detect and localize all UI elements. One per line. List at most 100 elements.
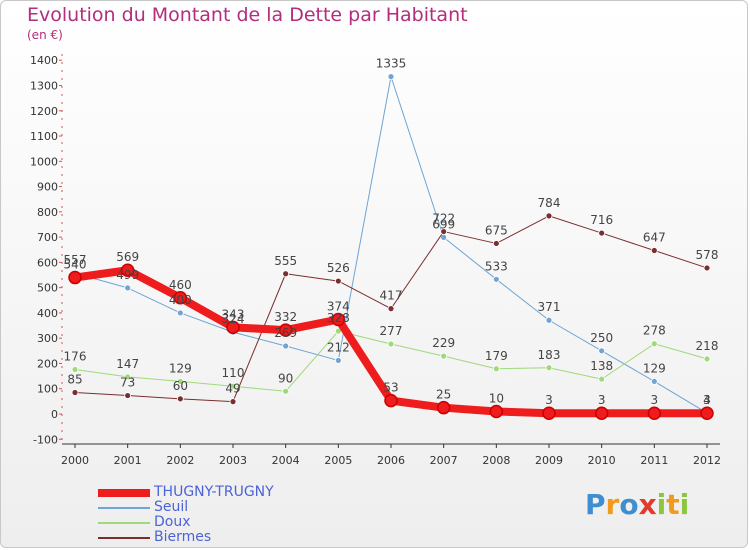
data-label-biermes: 555 xyxy=(274,254,297,268)
data-point-seuil xyxy=(387,73,395,81)
data-point-thugny-trugny xyxy=(489,404,504,419)
legend-swatch xyxy=(98,522,150,524)
data-label-thugny-trugny: 3 xyxy=(651,393,659,407)
data-label-doux: 90 xyxy=(278,371,293,385)
proxiti-logo: Proxiti xyxy=(585,488,689,521)
data-point-thugny-trugny xyxy=(331,312,346,327)
data-label-doux: 278 xyxy=(643,324,666,338)
x-tick-label: 2008 xyxy=(482,454,510,467)
series-thugny-trugny xyxy=(68,263,714,420)
data-point-biermes xyxy=(650,247,658,254)
data-point-seuil xyxy=(650,378,658,385)
legend-label: Seuil xyxy=(154,499,189,515)
y-tick-label: 700 xyxy=(37,231,58,244)
data-point-doux xyxy=(440,352,448,360)
logo-letter: o xyxy=(619,488,639,521)
data-point-biermes xyxy=(387,305,395,313)
data-label-biermes: 49 xyxy=(225,382,240,396)
data-label-seuil: 557 xyxy=(64,253,87,267)
data-point-thugny-trugny xyxy=(278,323,293,337)
data-point-thugny-trugny xyxy=(68,270,82,285)
data-point-doux xyxy=(703,355,711,363)
legend-label: Doux xyxy=(154,514,191,530)
data-label-doux: 138 xyxy=(590,359,613,373)
x-tick-label: 2005 xyxy=(324,454,352,467)
data-label-thugny-trugny: 3 xyxy=(598,393,606,407)
series-doux xyxy=(71,327,711,395)
logo-letter: i xyxy=(679,488,690,521)
chart-subtitle: (en €) xyxy=(27,28,63,42)
series-seuil xyxy=(71,73,711,417)
logo-letter: i xyxy=(656,488,667,521)
data-label-biermes: 716 xyxy=(590,213,613,227)
data-point-seuil xyxy=(334,357,342,364)
data-point-doux xyxy=(598,375,606,383)
data-label-seuil: 499 xyxy=(116,268,139,282)
data-label-biermes: 675 xyxy=(485,223,508,237)
data-point-thugny-trugny xyxy=(700,406,714,420)
data-label-doux: 147 xyxy=(116,357,139,371)
data-label-seuil: 1335 xyxy=(376,57,407,71)
x-tick-label: 2011 xyxy=(640,454,668,467)
data-label-seuil: 371 xyxy=(538,300,561,314)
y-tick-label: 800 xyxy=(37,206,58,219)
data-point-thugny-trugny xyxy=(226,320,240,335)
x-tick-label: 2006 xyxy=(377,454,405,467)
data-point-doux xyxy=(71,366,79,373)
data-label-biermes: 647 xyxy=(643,231,666,245)
data-label-seuil: 699 xyxy=(432,217,455,231)
y-tick-label: 600 xyxy=(37,256,58,269)
data-point-thugny-trugny xyxy=(647,406,662,420)
logo-letter: x xyxy=(638,488,657,521)
data-point-doux xyxy=(650,340,658,348)
data-point-seuil xyxy=(545,316,553,324)
series-biermes xyxy=(71,212,711,406)
data-label-biermes: 73 xyxy=(120,376,135,390)
data-point-seuil xyxy=(282,342,290,350)
data-point-thugny-trugny xyxy=(542,406,556,420)
logo-letter: t xyxy=(666,488,680,521)
data-label-thugny-trugny: 343 xyxy=(222,307,245,321)
data-point-biermes xyxy=(229,398,237,406)
data-point-biermes xyxy=(282,270,290,278)
logo-letter: r xyxy=(605,488,620,521)
data-point-biermes xyxy=(334,277,342,285)
chart-title: Evolution du Montant de la Dette par Hab… xyxy=(27,4,468,26)
data-label-seuil: 4 xyxy=(703,393,711,407)
data-point-biermes xyxy=(176,395,184,403)
data-label-doux: 183 xyxy=(538,348,561,362)
x-tick-label: 2007 xyxy=(430,454,458,467)
data-point-doux xyxy=(545,364,553,372)
data-point-thugny-trugny xyxy=(594,406,609,420)
data-point-thugny-trugny xyxy=(384,393,398,408)
data-point-biermes xyxy=(440,228,448,235)
data-label-thugny-trugny: 332 xyxy=(274,310,297,324)
y-tick-label: -100 xyxy=(33,433,58,446)
data-label-seuil: 212 xyxy=(327,340,350,354)
legend-swatch xyxy=(98,537,150,539)
data-label-thugny-trugny: 460 xyxy=(169,278,192,292)
y-tick-label: 300 xyxy=(37,332,58,345)
data-label-thugny-trugny: 3 xyxy=(703,393,711,407)
legend-swatch xyxy=(98,489,150,497)
data-label-thugny-trugny: 374 xyxy=(327,299,350,313)
data-label-thugny-trugny: 10 xyxy=(489,391,504,405)
data-point-biermes xyxy=(545,212,553,220)
data-point-biermes xyxy=(703,264,711,272)
data-label-biermes: 578 xyxy=(696,248,719,262)
legend-label: THUGNY-TRUGNY xyxy=(154,484,274,500)
data-label-biermes: 722 xyxy=(432,212,455,226)
data-point-doux xyxy=(387,340,395,348)
data-label-thugny-trugny: 569 xyxy=(116,250,139,264)
data-label-thugny-trugny: 25 xyxy=(436,388,451,402)
data-label-doux: 218 xyxy=(696,339,719,353)
data-label-biermes: 417 xyxy=(380,289,403,303)
y-tick-label: 200 xyxy=(37,357,58,370)
y-tick-label: 1200 xyxy=(30,105,58,118)
data-point-doux xyxy=(124,373,132,381)
data-point-doux xyxy=(282,387,290,395)
y-tick-label: 1100 xyxy=(30,130,58,143)
y-tick-label: 500 xyxy=(37,282,58,295)
data-point-doux xyxy=(492,365,500,373)
data-point-biermes xyxy=(492,240,500,247)
